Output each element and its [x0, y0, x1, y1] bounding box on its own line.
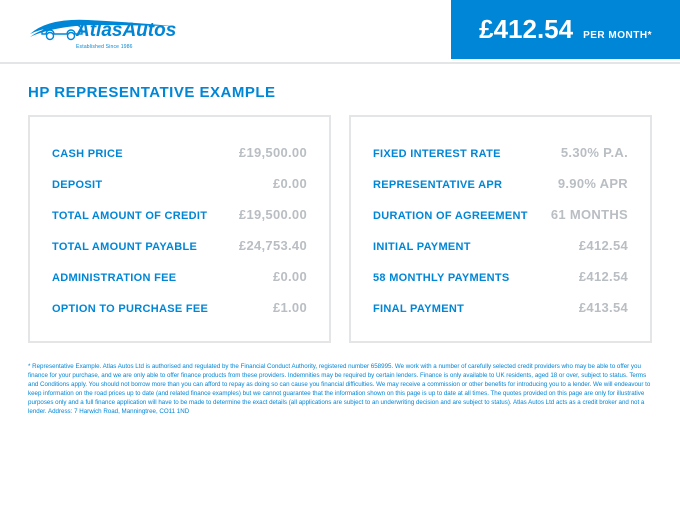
header: AtlasAutos Established Since 1986 £412.5…	[0, 0, 680, 62]
table-row: FIXED INTEREST RATE 5.30% P.A.	[373, 137, 628, 168]
row-value: £19,500.00	[239, 145, 307, 160]
row-label: TOTAL AMOUNT OF CREDIT	[52, 210, 207, 222]
price-box: £412.54 PER MONTH*	[451, 0, 680, 59]
table-row: 58 MONTHLY PAYMENTS £412.54	[373, 261, 628, 292]
table-row: TOTAL AMOUNT PAYABLE £24,753.40	[52, 230, 307, 261]
panels: CASH PRICE £19,500.00 DEPOSIT £0.00 TOTAL …	[0, 115, 680, 343]
row-label: FINAL PAYMENT	[373, 303, 464, 315]
price-amount: £412.54	[479, 14, 573, 45]
row-value: £19,500.00	[239, 207, 307, 222]
logo-tagline: Established Since 1986	[76, 44, 178, 50]
row-value: £413.54	[579, 300, 628, 315]
row-value: £0.00	[273, 269, 307, 284]
logo-text: AtlasAutos	[75, 20, 176, 41]
table-row: ADMINISTRATION FEE £0.00	[52, 261, 307, 292]
row-value: £24,753.40	[239, 238, 307, 253]
row-value: 9.90% APR	[558, 176, 628, 191]
table-row: CASH PRICE £19,500.00	[52, 137, 307, 168]
table-row: TOTAL AMOUNT OF CREDIT £19,500.00	[52, 199, 307, 230]
table-row: INITIAL PAYMENT £412.54	[373, 230, 628, 261]
row-value: £1.00	[273, 300, 307, 315]
row-label: CASH PRICE	[52, 148, 123, 160]
car-swoosh-icon: AtlasAutos	[28, 12, 178, 46]
table-row: DURATION OF AGREEMENT 61 MONTHS	[373, 199, 628, 230]
row-value: 5.30% P.A.	[561, 145, 628, 160]
page-title: HP REPRESENTATIVE EXAMPLE	[0, 64, 680, 115]
left-panel: CASH PRICE £19,500.00 DEPOSIT £0.00 TOTAL …	[28, 115, 331, 343]
row-label: ADMINISTRATION FEE	[52, 272, 176, 284]
row-label: OPTION TO PURCHASE FEE	[52, 303, 208, 315]
row-value: £412.54	[579, 238, 628, 253]
disclaimer: * Representative Example. Atlas Autos Lt…	[0, 343, 680, 417]
row-label: DURATION OF AGREEMENT	[373, 210, 528, 222]
table-row: FINAL PAYMENT £413.54	[373, 292, 628, 323]
row-label: INITIAL PAYMENT	[373, 241, 471, 253]
price-unit: PER MONTH*	[583, 30, 652, 41]
row-value: 61 MONTHS	[551, 207, 628, 222]
row-label: REPRESENTATIVE APR	[373, 179, 502, 191]
table-row: DEPOSIT £0.00	[52, 168, 307, 199]
row-value: £412.54	[579, 269, 628, 284]
logo: AtlasAutos Established Since 1986	[0, 0, 178, 50]
row-label: DEPOSIT	[52, 179, 102, 191]
row-label: FIXED INTEREST RATE	[373, 148, 501, 160]
row-label: 58 MONTHLY PAYMENTS	[373, 272, 510, 284]
table-row: REPRESENTATIVE APR 9.90% APR	[373, 168, 628, 199]
row-value: £0.00	[273, 176, 307, 191]
row-label: TOTAL AMOUNT PAYABLE	[52, 241, 197, 253]
right-panel: FIXED INTEREST RATE 5.30% P.A. REPRESENTA…	[349, 115, 652, 343]
table-row: OPTION TO PURCHASE FEE £1.00	[52, 292, 307, 323]
